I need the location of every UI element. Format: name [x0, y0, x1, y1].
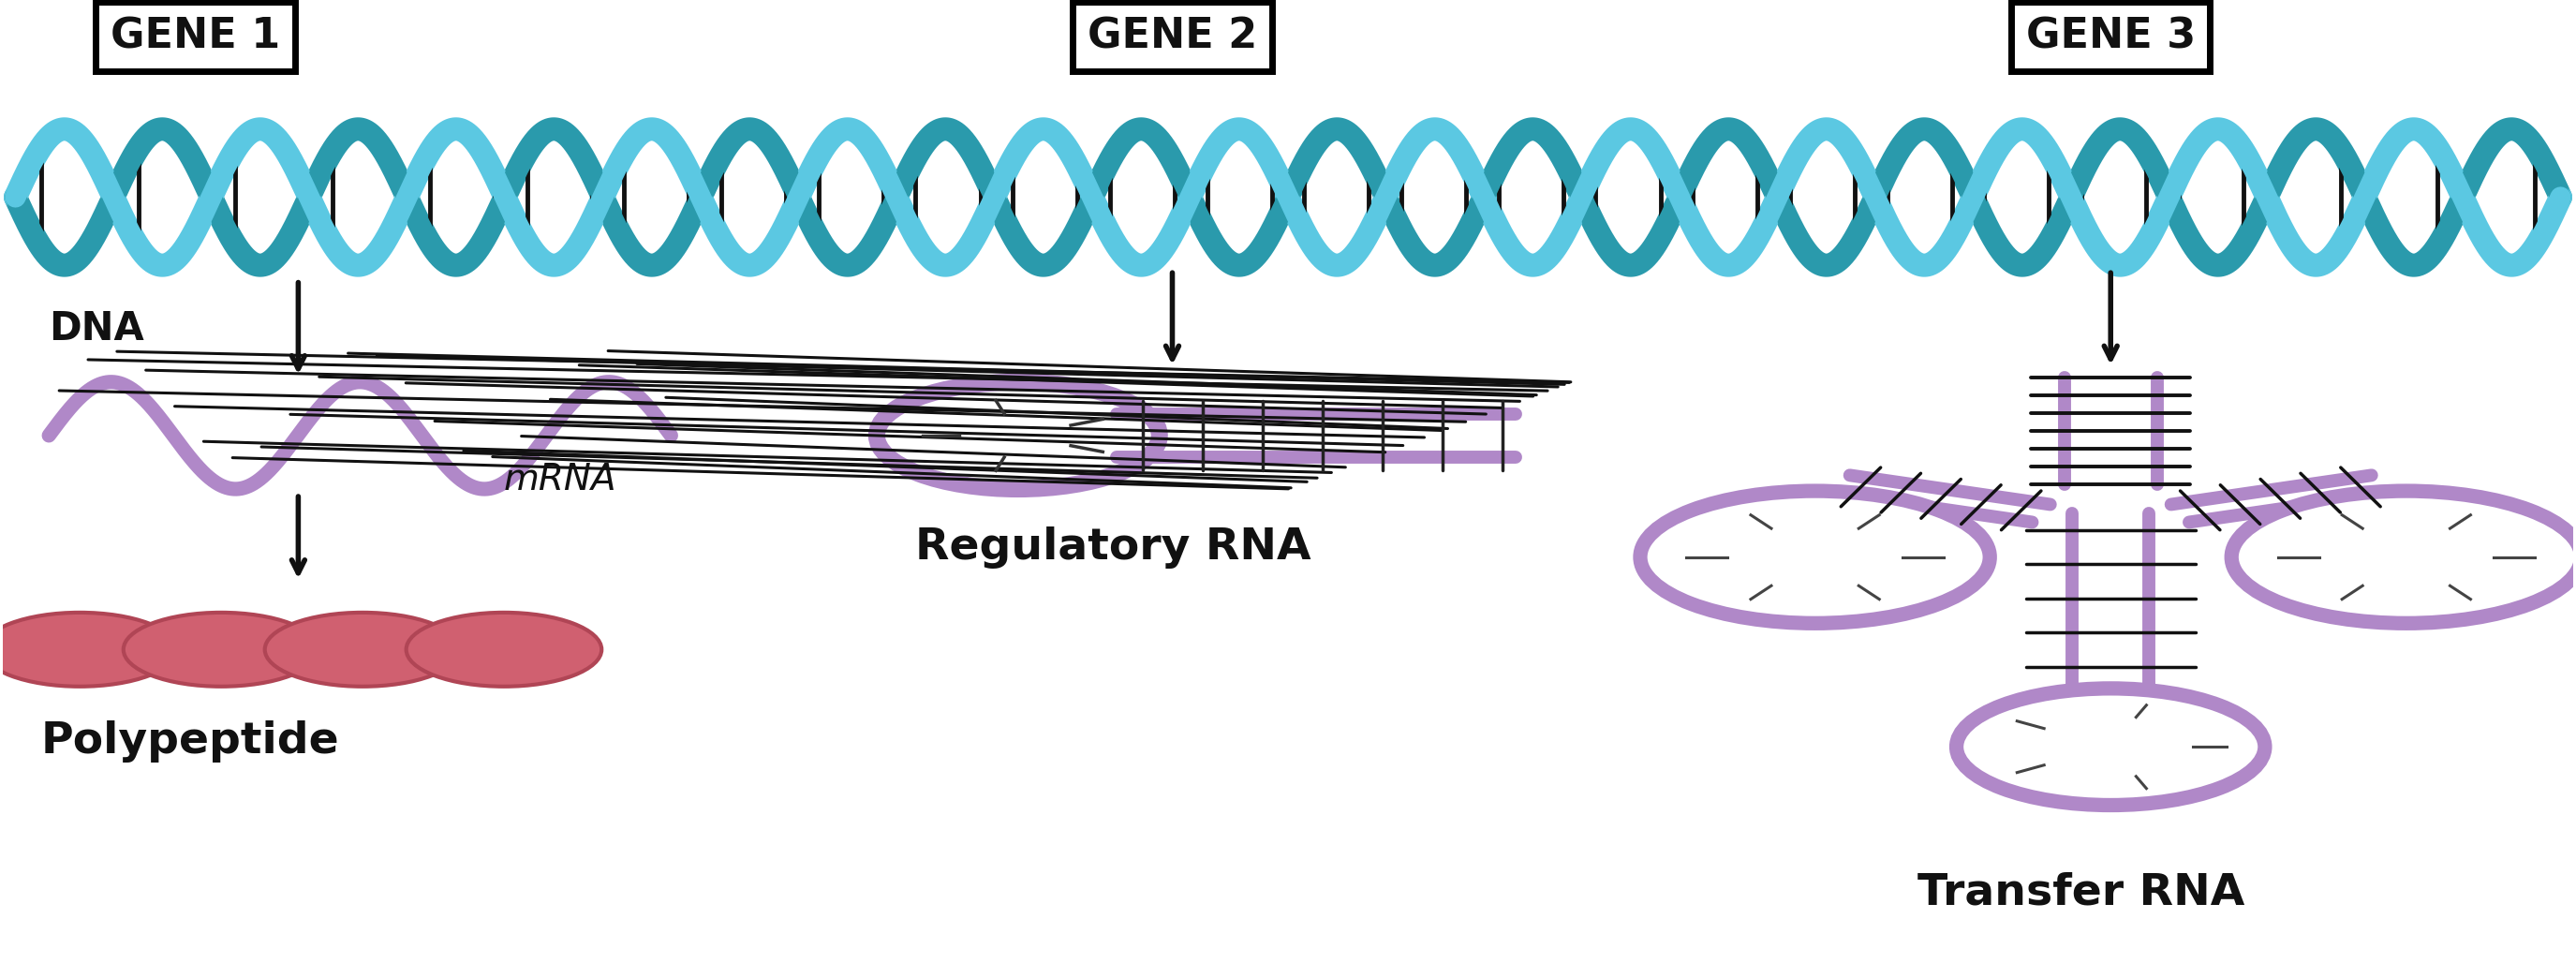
Circle shape	[876, 382, 1159, 489]
Text: mRNA: mRNA	[505, 462, 616, 497]
Text: GENE 3: GENE 3	[2025, 17, 2195, 57]
Text: Polypeptide: Polypeptide	[41, 721, 340, 763]
Ellipse shape	[407, 612, 603, 687]
Ellipse shape	[0, 612, 178, 687]
Text: GENE 2: GENE 2	[1087, 17, 1257, 57]
Text: GENE 1: GENE 1	[111, 17, 281, 57]
Ellipse shape	[124, 612, 319, 687]
Text: Transfer RNA: Transfer RNA	[1919, 871, 2246, 913]
Circle shape	[2231, 491, 2576, 623]
Circle shape	[1955, 689, 2264, 805]
Text: DNA: DNA	[49, 309, 144, 348]
Ellipse shape	[265, 612, 461, 687]
Text: Regulatory RNA: Regulatory RNA	[914, 526, 1311, 568]
Circle shape	[1641, 491, 1989, 623]
